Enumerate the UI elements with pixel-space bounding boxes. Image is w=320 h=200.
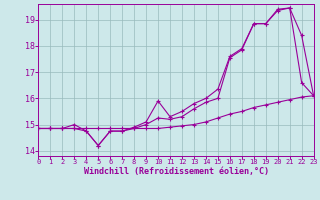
X-axis label: Windchill (Refroidissement éolien,°C): Windchill (Refroidissement éolien,°C): [84, 167, 268, 176]
